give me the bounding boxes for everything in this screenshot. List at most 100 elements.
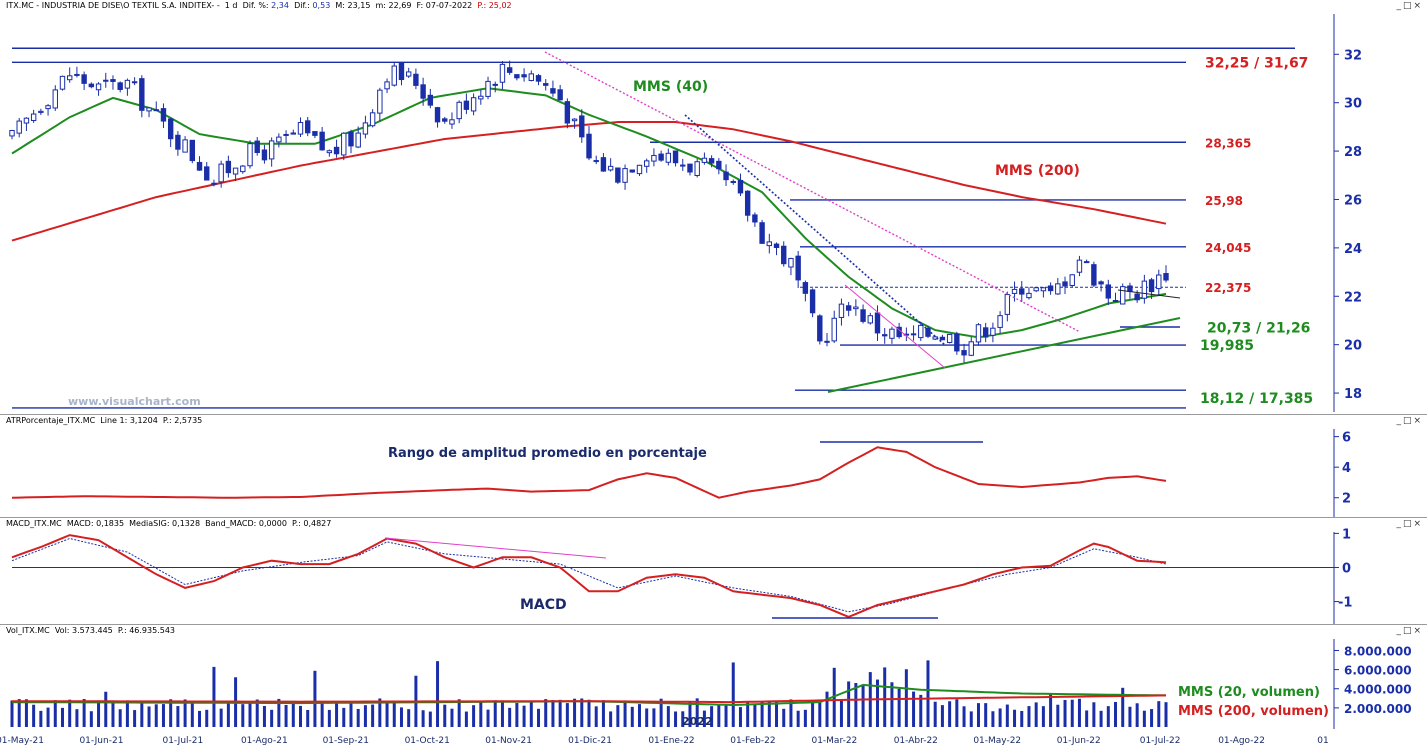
volume-bar (39, 710, 43, 727)
candle-body (117, 82, 123, 90)
y-tick-label: 24 (1344, 242, 1362, 257)
volume-bar (919, 694, 923, 727)
candle-body (622, 168, 628, 183)
candle-body (434, 107, 441, 123)
volume-bar (601, 700, 605, 727)
vol-name: Vol_ITX.MC (6, 626, 50, 635)
volume-bar (457, 699, 461, 727)
y-tick-label: 2.000.000 (1344, 702, 1412, 716)
mms40-label: MMS (40) (633, 79, 708, 95)
price-window-buttons[interactable]: _□× (1396, 1, 1423, 11)
volume-bar (940, 705, 944, 727)
candle-body (204, 166, 210, 181)
volume-bar (349, 701, 353, 727)
volume-bar (609, 711, 613, 727)
atr-panel: ATRPorcentaje_ITX.MC Line 1: 3,1204 P.: … (0, 414, 1427, 517)
volume-bar (702, 710, 706, 727)
candle-body (708, 158, 715, 164)
vol-window-buttons[interactable]: _□× (1396, 626, 1423, 636)
macd-window-buttons[interactable]: _□× (1396, 519, 1423, 529)
candle-body (824, 340, 830, 343)
volume-bar (46, 707, 50, 727)
candle-body (189, 139, 196, 162)
volume-bar (854, 682, 858, 727)
candle-body (276, 136, 282, 143)
volume-bar (399, 707, 403, 727)
candle-body (1134, 293, 1140, 301)
candle-body (802, 282, 809, 294)
volume-bar (955, 699, 959, 727)
min-value: m: 22,69 (375, 1, 412, 10)
candle-body (680, 164, 686, 167)
atr-title-label: Rango de amplitud promedio en porcentaje (388, 446, 707, 461)
price-value: P.: 25,02 (477, 1, 512, 10)
volume-bar (746, 701, 750, 727)
candle-body (867, 315, 873, 324)
candle-body (470, 97, 477, 112)
vol-header: Vol_ITX.MC Vol: 3.573.445 P.: 46.935.543 (6, 626, 175, 635)
volume-bar (313, 670, 317, 727)
volume-panel: Vol_ITX.MC Vol: 3.573.445 P.: 46.935.543… (0, 624, 1427, 751)
volume-bar (912, 691, 916, 727)
candle-body (153, 109, 159, 112)
x-tick-label: 01-Feb-22 (730, 736, 775, 746)
candle-body (1033, 287, 1039, 292)
candle-body (845, 305, 852, 311)
volume-bar (551, 700, 555, 727)
x-tick-label: 01-Sep-21 (323, 736, 369, 746)
candle-body (701, 157, 708, 163)
candle-body (716, 160, 722, 170)
volume-bar (97, 700, 101, 727)
candle-body (766, 241, 773, 247)
volume-bar (320, 701, 324, 727)
candle-body (571, 118, 578, 122)
x-tick-label: 01-Ago-21 (241, 736, 288, 746)
volume-bar (1114, 701, 1118, 727)
volume-bar (760, 701, 764, 727)
volume-bar (775, 700, 779, 727)
volume-bar (1150, 709, 1154, 727)
y-tick-label: 1 (1342, 527, 1351, 542)
magenta-trendline (544, 51, 1081, 333)
candle-body (543, 83, 549, 86)
mms200-line (11, 121, 1167, 242)
volume-bar (991, 711, 995, 727)
candle-body (817, 315, 823, 342)
candle-body (752, 214, 758, 223)
volume-bar (515, 703, 519, 727)
atr-window-buttons[interactable]: _□× (1396, 416, 1423, 426)
volume-bar (183, 699, 187, 727)
volume-bar (450, 708, 454, 727)
vol-mms200-line (12, 694, 1167, 704)
candle-body (773, 243, 780, 249)
candle-body (67, 75, 73, 81)
volume-bar (652, 708, 656, 727)
vol-mms200-label: MMS (200, volumen) (1178, 704, 1329, 719)
volume-bar (428, 711, 432, 727)
volume-bar (1005, 704, 1009, 727)
volume-bar (818, 702, 822, 727)
candle-body (600, 157, 607, 172)
candle-body (521, 74, 527, 78)
candle-body (74, 73, 80, 76)
candle-body (910, 333, 917, 336)
x-tick-label: 01-Jul-22 (1140, 736, 1181, 746)
candle-body (629, 169, 635, 173)
volume-bar (1020, 710, 1024, 727)
atr-line-value: Line 1: 3,1204 (100, 416, 158, 425)
candle-body (954, 333, 960, 352)
symbol-name: ITX.MC - INDUSTRIA DE DISE\O TEXTIL S.A.… (6, 1, 220, 10)
candle-body (492, 83, 498, 86)
level-label: 24,045 (1205, 241, 1251, 255)
candle-body (232, 167, 239, 175)
green-support-line (827, 317, 1181, 393)
candle-body (672, 150, 679, 164)
candle-body (16, 120, 22, 134)
candle-body (247, 143, 253, 167)
candle-body (420, 84, 426, 99)
volume-bar (111, 701, 115, 727)
candle-body (355, 132, 361, 148)
volume-bar (1164, 702, 1168, 727)
y-tick-label: 32 (1344, 48, 1362, 63)
volume-bar (219, 708, 223, 727)
